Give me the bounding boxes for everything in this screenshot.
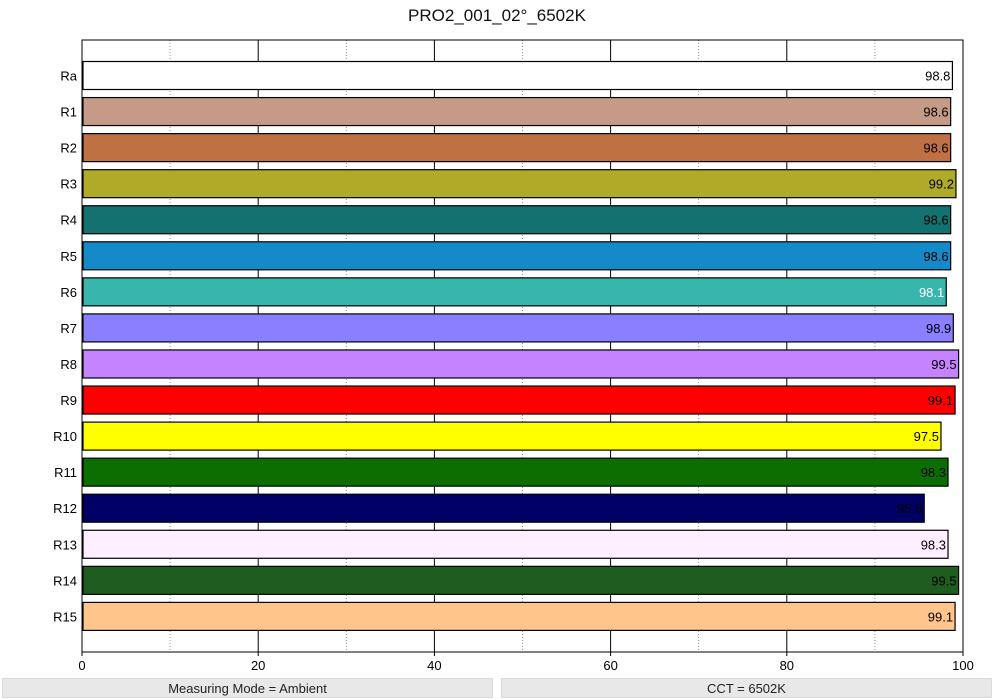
data-label-ra: 98.8 (925, 69, 950, 84)
category-label-r5: R5 (60, 249, 77, 264)
category-label-r3: R3 (60, 177, 77, 192)
bar-r15 (83, 602, 955, 630)
bar-r14 (83, 566, 959, 594)
x-tick-label: 80 (780, 658, 794, 673)
data-label-r9: 99.1 (928, 393, 953, 408)
data-label-r6: 98.1 (919, 285, 944, 300)
x-tick-label: 40 (427, 658, 441, 673)
bar-r6 (83, 278, 946, 306)
grid-layer (170, 40, 875, 652)
category-label-r14: R14 (53, 573, 77, 588)
bar-layer: 98.8 98.6 98.6 99.2 98.6 98.6 98.1 98.9 99.5 99.1… (83, 62, 959, 631)
bar-r5 (83, 242, 951, 270)
category-label-r1: R1 (60, 105, 77, 120)
data-label-r1: 98.6 (923, 105, 948, 120)
category-label-r15: R15 (53, 609, 77, 624)
x-tick-label: 100 (952, 658, 974, 673)
bar-r2 (83, 134, 951, 162)
tick-label-layer: 0 20 40 60 80 100 (78, 652, 973, 673)
category-label-r11: R11 (54, 465, 77, 480)
cct-status: CCT = 6502K (501, 678, 992, 698)
data-label-r15: 99.1 (928, 609, 953, 624)
data-label-r12: 95.6 (897, 501, 922, 516)
category-label-r6: R6 (60, 285, 77, 300)
bar-r12 (83, 494, 924, 522)
data-label-r4: 98.6 (923, 213, 948, 228)
bar-chart: 98.8 98.6 98.6 99.2 98.6 98.6 98.1 98.9 99.5 99.1… (0, 0, 994, 676)
data-label-r5: 98.6 (923, 249, 948, 264)
bar-r8 (83, 350, 959, 378)
bar-r13 (83, 530, 948, 558)
bar-r10 (83, 422, 941, 450)
x-tick-label: 0 (78, 658, 85, 673)
data-label-r8: 99.5 (931, 357, 956, 372)
bar-r11 (83, 458, 948, 486)
bar-ra (83, 62, 952, 90)
bar-r3 (83, 170, 956, 198)
data-label-r11: 98.3 (921, 465, 946, 480)
data-label-r13: 98.3 (921, 537, 946, 552)
category-label-r4: R4 (60, 213, 77, 228)
category-label-r13: R13 (53, 537, 77, 552)
data-label-r2: 98.6 (923, 141, 948, 156)
bar-r4 (83, 206, 951, 234)
measuring-mode-status: Measuring Mode = Ambient (2, 678, 493, 698)
category-label-r10: R10 (53, 429, 77, 444)
x-tick-label: 60 (603, 658, 617, 673)
category-label-r12: R12 (53, 501, 77, 516)
data-label-r3: 99.2 (929, 177, 954, 192)
bar-r1 (83, 98, 951, 126)
category-label-r8: R8 (60, 357, 77, 372)
category-label-r7: R7 (60, 321, 77, 336)
data-label-r10: 97.5 (914, 429, 939, 444)
data-label-r14: 99.5 (931, 573, 956, 588)
category-label-ra: Ra (60, 69, 77, 84)
category-label-r2: R2 (60, 141, 77, 156)
bar-r7 (83, 314, 953, 342)
bar-r9 (83, 386, 955, 414)
category-label-layer: Ra R1 R2 R3 R4 R5 R6 R7 R8 R9 R10 R11 R12 R13 R14 R15 (53, 69, 78, 625)
x-tick-label: 20 (251, 658, 265, 673)
category-label-r9: R9 (60, 393, 77, 408)
data-label-r7: 98.9 (926, 321, 951, 336)
